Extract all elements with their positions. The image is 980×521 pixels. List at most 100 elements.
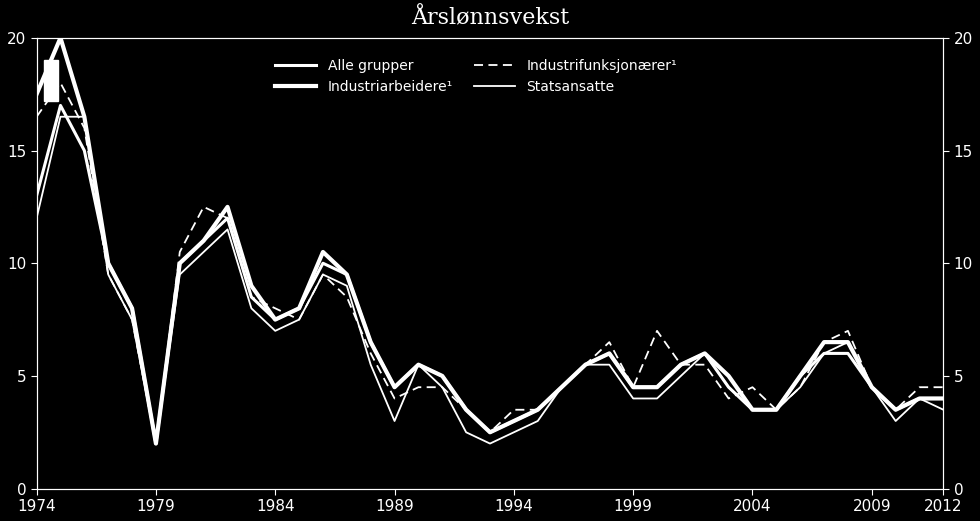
Alle grupper — [246, 294, 258, 300]
Alle grupper — [389, 384, 401, 390]
Alle grupper — [579, 362, 591, 368]
Alle grupper — [413, 362, 424, 368]
Industriarbeidere¹ — [461, 406, 472, 413]
Alle grupper — [318, 260, 329, 266]
Legend: Alle grupper, Industriarbeidere¹, Industrifunksjonærer¹, Statsansatte: Alle grupper, Industriarbeidere¹, Indust… — [270, 54, 682, 100]
Statsansatte — [747, 406, 759, 413]
Alle grupper — [890, 406, 902, 413]
Alle grupper — [102, 260, 114, 266]
Statsansatte — [627, 395, 639, 402]
Industriarbeidere¹ — [818, 339, 830, 345]
Bar — [44, 60, 58, 101]
Alle grupper — [461, 406, 472, 413]
Alle grupper — [747, 406, 759, 413]
Statsansatte — [579, 362, 591, 368]
Industriarbeidere¹ — [30, 91, 42, 97]
Alle grupper — [55, 102, 67, 108]
Statsansatte — [770, 406, 782, 413]
Industrifunksjonærer¹ — [890, 406, 902, 413]
Industrifunksjonærer¹ — [318, 271, 329, 278]
Industrifunksjonærer¹ — [556, 384, 567, 390]
Industriarbeidere¹ — [365, 339, 376, 345]
Industrifunksjonærer¹ — [508, 406, 519, 413]
Alle grupper — [198, 238, 210, 244]
Industrifunksjonærer¹ — [126, 316, 138, 322]
Line: Alle grupper: Alle grupper — [36, 105, 944, 443]
Industriarbeidere¹ — [198, 238, 210, 244]
Statsansatte — [150, 440, 162, 446]
Industriarbeidere¹ — [78, 114, 90, 120]
Industriarbeidere¹ — [413, 362, 424, 368]
Industriarbeidere¹ — [293, 305, 305, 312]
Industrifunksjonærer¹ — [722, 395, 734, 402]
Statsansatte — [341, 283, 353, 289]
Industriarbeidere¹ — [246, 283, 258, 289]
Statsansatte — [389, 418, 401, 424]
Industriarbeidere¹ — [221, 204, 233, 210]
Statsansatte — [173, 271, 185, 278]
Alle grupper — [126, 305, 138, 312]
Statsansatte — [436, 384, 448, 390]
Alle grupper — [818, 350, 830, 356]
Alle grupper — [508, 418, 519, 424]
Alle grupper — [341, 271, 353, 278]
Industrifunksjonærer¹ — [604, 339, 615, 345]
Alle grupper — [627, 384, 639, 390]
Alle grupper — [651, 384, 662, 390]
Industriarbeidere¹ — [913, 395, 925, 402]
Alle grupper — [436, 373, 448, 379]
Industrifunksjonærer¹ — [699, 362, 710, 368]
Industrifunksjonærer¹ — [78, 125, 90, 131]
Alle grupper — [270, 316, 281, 322]
Industrifunksjonærer¹ — [341, 294, 353, 300]
Industrifunksjonærer¹ — [55, 80, 67, 86]
Alle grupper — [484, 429, 496, 436]
Industriarbeidere¹ — [604, 350, 615, 356]
Alle grupper — [866, 384, 878, 390]
Industriarbeidere¹ — [770, 406, 782, 413]
Industrifunksjonærer¹ — [173, 249, 185, 255]
Industriarbeidere¹ — [842, 339, 854, 345]
Statsansatte — [651, 395, 662, 402]
Alle grupper — [938, 395, 950, 402]
Industrifunksjonærer¹ — [389, 395, 401, 402]
Industrifunksjonærer¹ — [484, 429, 496, 436]
Alle grupper — [770, 406, 782, 413]
Statsansatte — [722, 384, 734, 390]
Alle grupper — [842, 350, 854, 356]
Statsansatte — [866, 384, 878, 390]
Industrifunksjonærer¹ — [246, 294, 258, 300]
Alle grupper — [150, 440, 162, 446]
Statsansatte — [293, 316, 305, 322]
Industrifunksjonærer¹ — [866, 384, 878, 390]
Alle grupper — [365, 339, 376, 345]
Title: Årslønnsvekst: Årslønnsvekst — [411, 7, 569, 29]
Statsansatte — [461, 429, 472, 436]
Statsansatte — [532, 418, 544, 424]
Statsansatte — [604, 362, 615, 368]
Industriarbeidere¹ — [938, 395, 950, 402]
Statsansatte — [890, 418, 902, 424]
Statsansatte — [699, 350, 710, 356]
Alle grupper — [722, 384, 734, 390]
Statsansatte — [55, 114, 67, 120]
Industriarbeidere¹ — [55, 35, 67, 41]
Industrifunksjonærer¹ — [627, 384, 639, 390]
Industrifunksjonærer¹ — [461, 406, 472, 413]
Industriarbeidere¹ — [627, 384, 639, 390]
Statsansatte — [556, 384, 567, 390]
Statsansatte — [413, 362, 424, 368]
Industriarbeidere¹ — [890, 406, 902, 413]
Statsansatte — [221, 226, 233, 232]
Industrifunksjonærer¹ — [365, 350, 376, 356]
Industrifunksjonærer¹ — [436, 384, 448, 390]
Industriarbeidere¹ — [556, 384, 567, 390]
Statsansatte — [842, 339, 854, 345]
Industriarbeidere¹ — [651, 384, 662, 390]
Alle grupper — [78, 147, 90, 154]
Industrifunksjonærer¹ — [795, 384, 807, 390]
Line: Industrifunksjonærer¹: Industrifunksjonærer¹ — [36, 83, 944, 443]
Statsansatte — [30, 215, 42, 221]
Industriarbeidere¹ — [675, 362, 687, 368]
Statsansatte — [675, 373, 687, 379]
